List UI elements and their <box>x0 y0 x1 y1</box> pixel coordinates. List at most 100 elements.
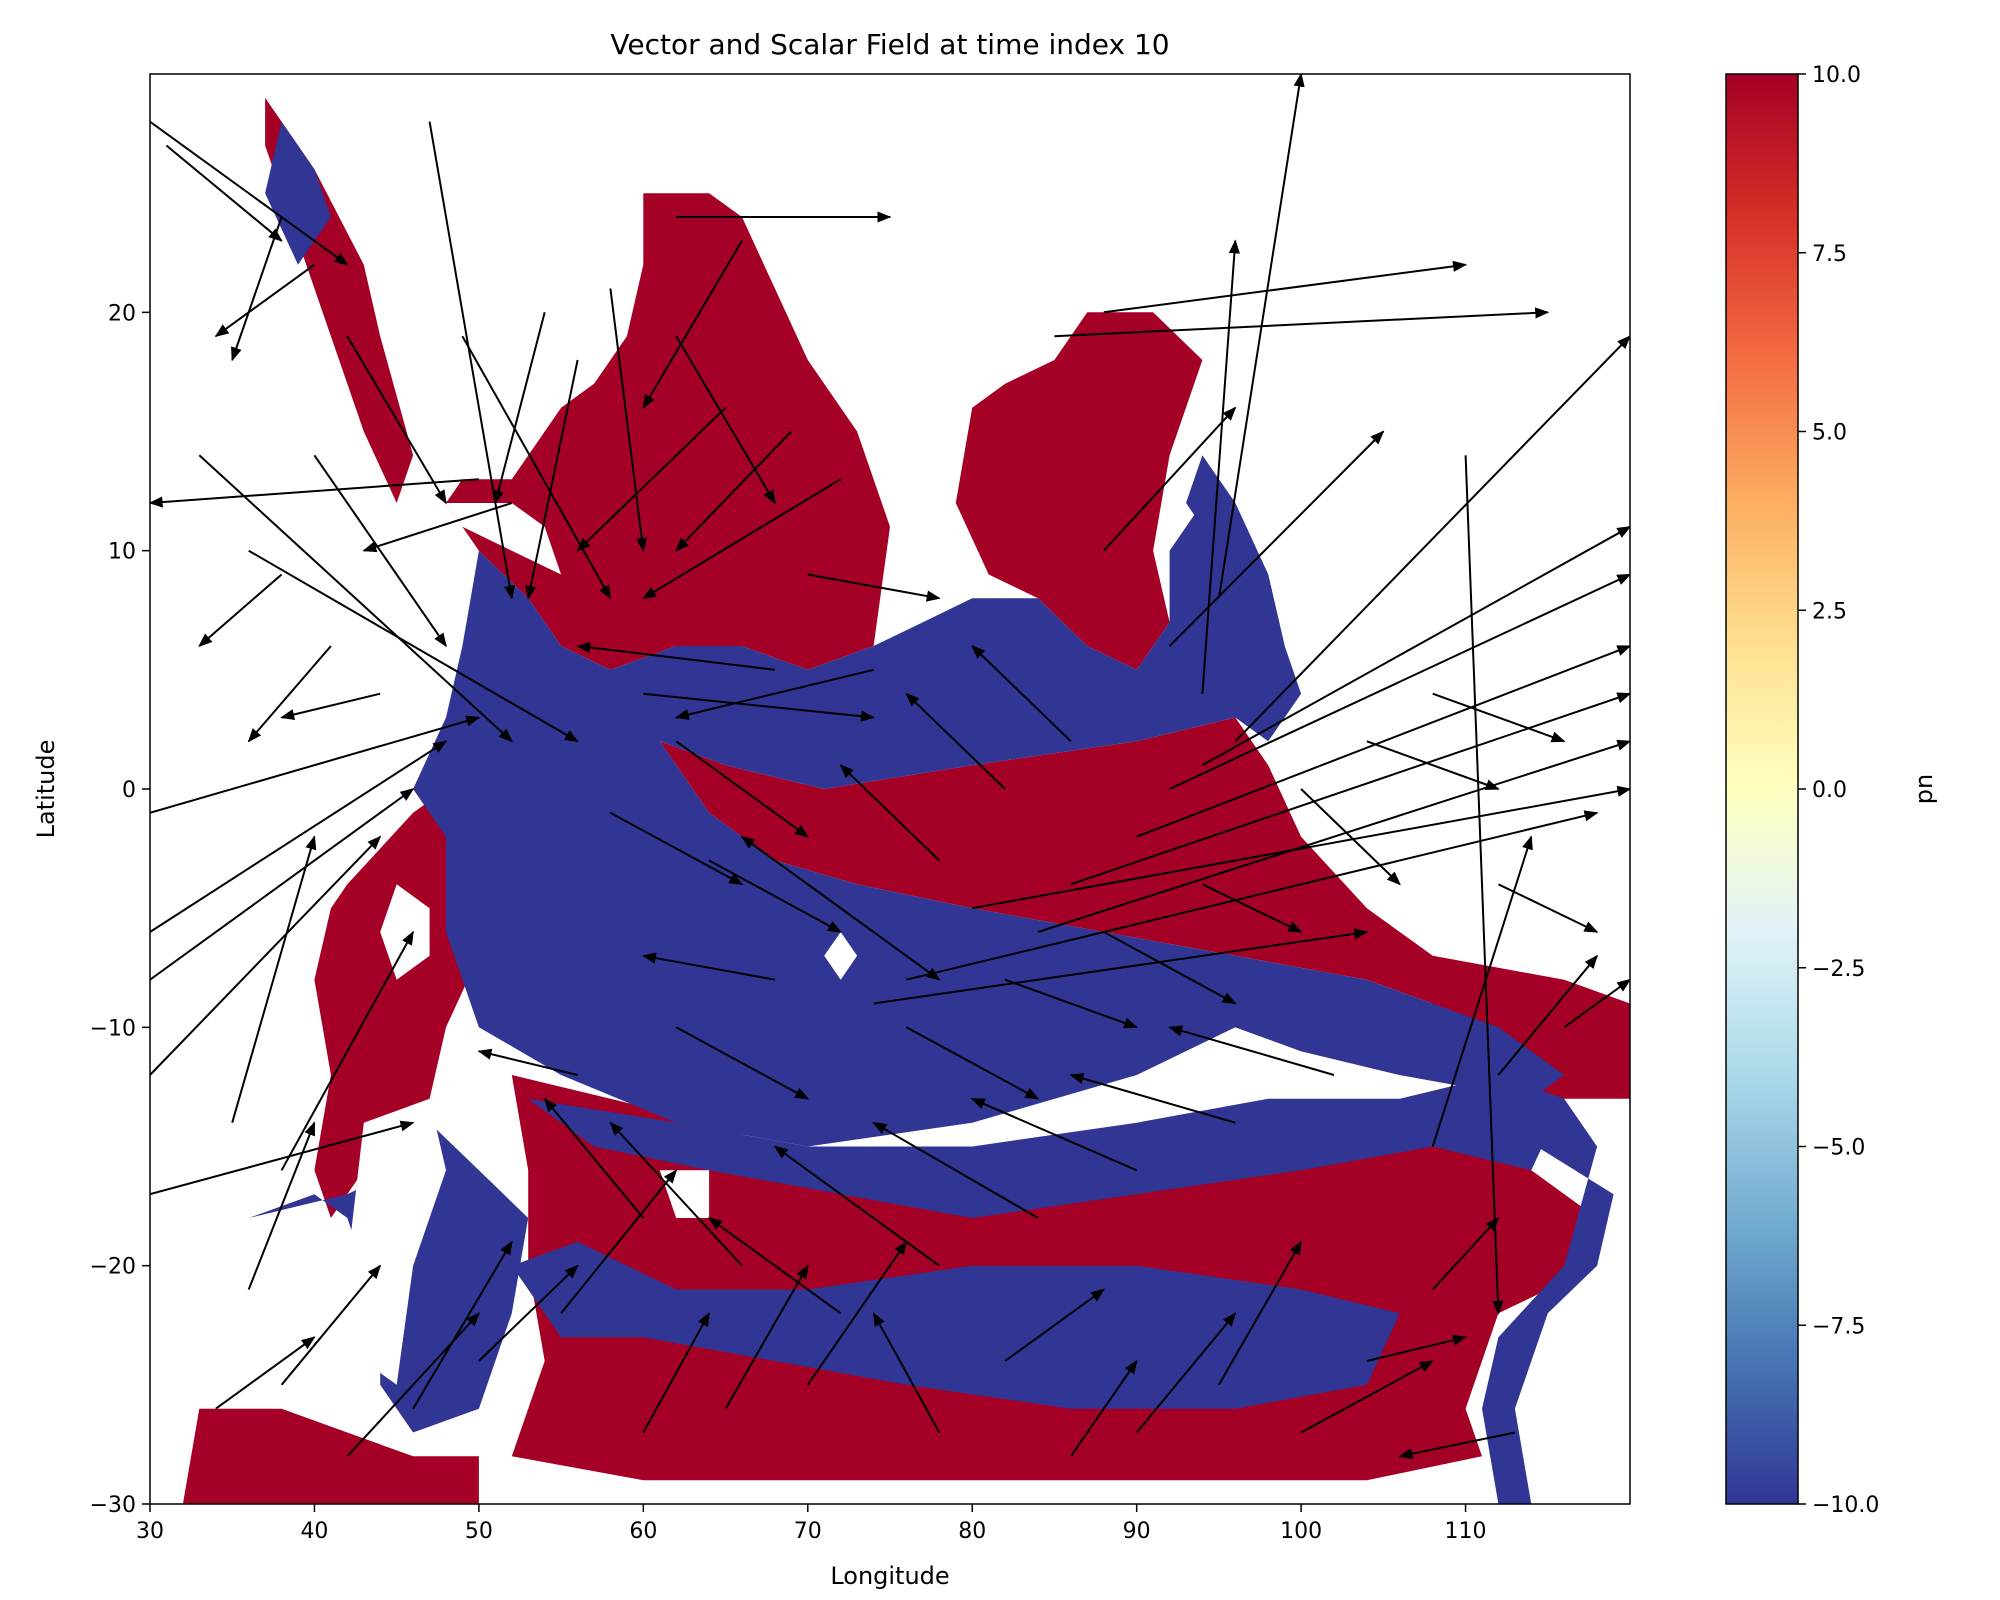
x-tick-label-5: 80 <box>958 1519 986 1544</box>
y-tick-label-1: 10 <box>108 540 136 565</box>
vector-arrow-7 <box>248 549 579 743</box>
vector-arrow-97 <box>1366 740 1500 790</box>
colorbar-ticks: 10.0 7.5 5.0 2.5 0.0 −2.5 −5.0 −7.5 −10.0 <box>1798 63 1879 1518</box>
vector-arrow-83 <box>641 952 776 981</box>
positive-region-3 <box>659 717 1630 1052</box>
vector-arrow-92 <box>905 1026 1040 1100</box>
vector-arrow-88 <box>675 740 809 838</box>
y-tick-label-3: −10 <box>90 1016 136 1041</box>
vector-arrow-56 <box>1217 74 1305 599</box>
vector-arrow-75 <box>970 1097 1138 1172</box>
x-tick-label-4: 70 <box>794 1519 822 1544</box>
vector-arrow-29 <box>150 740 448 933</box>
negative-region-6 <box>1482 1098 1614 1504</box>
vector-arrow-39 <box>412 1240 513 1410</box>
vector-arrow-10 <box>280 692 381 720</box>
vector-arrow-85 <box>839 764 940 862</box>
y-axis-ticks: 20 10 0 −10 −20 −30 <box>90 301 150 1518</box>
x-tick-label-3: 60 <box>629 1519 657 1544</box>
vector-arrow-35 <box>247 1121 316 1290</box>
land-region-1 <box>347 1098 446 1385</box>
vector-arrow-34 <box>280 930 414 1171</box>
vector-arrow-27 <box>643 692 875 722</box>
y-tick-label-4: −20 <box>90 1255 136 1280</box>
vector-arrow-55 <box>1054 307 1550 338</box>
positive-region-4 <box>314 789 479 1218</box>
vector-arrow-48 <box>1135 1312 1237 1434</box>
x-axis-ticks: 30 40 50 60 70 80 90 100 110 <box>136 1504 1487 1544</box>
vector-arrow-90 <box>708 859 842 933</box>
vector-arrow-94 <box>1103 931 1237 1005</box>
vector-arrow-89 <box>609 811 744 886</box>
negative-region-4 <box>265 121 331 265</box>
positive-region-1 <box>955 312 1203 670</box>
x-tick-label-8: 110 <box>1445 1519 1487 1544</box>
vector-arrow-74 <box>1069 1073 1236 1124</box>
vector-arrow-8 <box>198 573 283 647</box>
vector-arrow-25 <box>674 668 874 720</box>
vector-arrow-9 <box>247 645 332 743</box>
positive-region-6 <box>182 1408 479 1504</box>
vector-arrow-67 <box>906 810 1599 981</box>
vector-arrow-5 <box>313 454 447 648</box>
x-tick-label-7: 100 <box>1280 1519 1322 1544</box>
vector-arrow-65 <box>1037 739 1630 933</box>
colorbar-tick-label-1: 7.5 <box>1812 242 1847 267</box>
colorbar-tick-label-5: −2.5 <box>1812 957 1865 982</box>
vector-arrow-30 <box>150 788 415 981</box>
colorbar-gradient <box>1725 73 1799 1505</box>
vector-arrow-98 <box>1432 692 1566 743</box>
vector-arrow-19 <box>642 240 743 409</box>
vector-arrow-99 <box>1497 883 1599 933</box>
vector-arrow-63 <box>1136 645 1630 838</box>
vector-field <box>150 74 1630 1460</box>
vector-arrow-42 <box>642 1312 710 1433</box>
vector-arrow-37 <box>215 1336 316 1410</box>
vector-arrow-54 <box>1103 260 1467 314</box>
land-region-2 <box>824 932 858 980</box>
colorbar-tick-label-3: 2.5 <box>1812 599 1847 624</box>
vector-arrow-60 <box>1234 335 1630 742</box>
vector-arrow-64 <box>1070 692 1630 886</box>
vector-arrow-95 <box>1201 883 1303 933</box>
colorbar-tick-label-6: −5.0 <box>1812 1136 1865 1161</box>
y-axis-label: Latitude <box>32 740 60 839</box>
vector-arrow-28 <box>150 715 481 814</box>
vector-arrow-77 <box>773 1145 940 1267</box>
vector-arrow-93 <box>1004 978 1139 1029</box>
vector-arrow-20 <box>675 335 776 505</box>
x-tick-label-2: 50 <box>465 1519 493 1544</box>
vector-arrow-50 <box>1300 1360 1434 1434</box>
vector-arrow-21 <box>576 406 727 552</box>
vector-arrow-66 <box>972 785 1630 910</box>
vector-arrow-15 <box>493 312 546 505</box>
vector-arrow-41 <box>560 1169 678 1314</box>
vector-arrow-96 <box>1300 788 1401 886</box>
vector-arrow-33 <box>231 835 317 1123</box>
vector-arrow-71 <box>1497 954 1598 1076</box>
vector-arrow-68 <box>873 928 1369 1005</box>
vector-arrow-49 <box>1218 1240 1302 1386</box>
vector-arrow-45 <box>872 1312 941 1433</box>
vector-arrow-52 <box>1431 1216 1500 1291</box>
negative-region-5 <box>1186 455 1285 646</box>
y-tick-label-5: −30 <box>90 1493 136 1518</box>
vector-arrow-12 <box>362 502 513 553</box>
negative-region-2 <box>528 1075 1565 1218</box>
colorbar-tick-label-7: −7.5 <box>1812 1314 1865 1339</box>
vector-arrow-23 <box>642 478 842 600</box>
colorbar-tick-label-8: −10.0 <box>1812 1493 1879 1518</box>
vector-arrow-26 <box>576 641 776 671</box>
x-tick-label-1: 40 <box>300 1519 328 1544</box>
vector-arrow-2 <box>214 263 315 338</box>
vector-arrow-73 <box>1168 1025 1335 1076</box>
vector-arrow-70 <box>1431 835 1533 1147</box>
vector-arrow-14 <box>428 121 516 600</box>
vector-arrow-53 <box>1398 1431 1516 1460</box>
y-tick-label-0: 20 <box>108 301 136 326</box>
vector-arrow-17 <box>609 288 648 553</box>
vector-arrow-47 <box>1070 1359 1138 1457</box>
land-region-3 <box>446 503 562 575</box>
vector-arrow-51 <box>1366 1334 1467 1362</box>
